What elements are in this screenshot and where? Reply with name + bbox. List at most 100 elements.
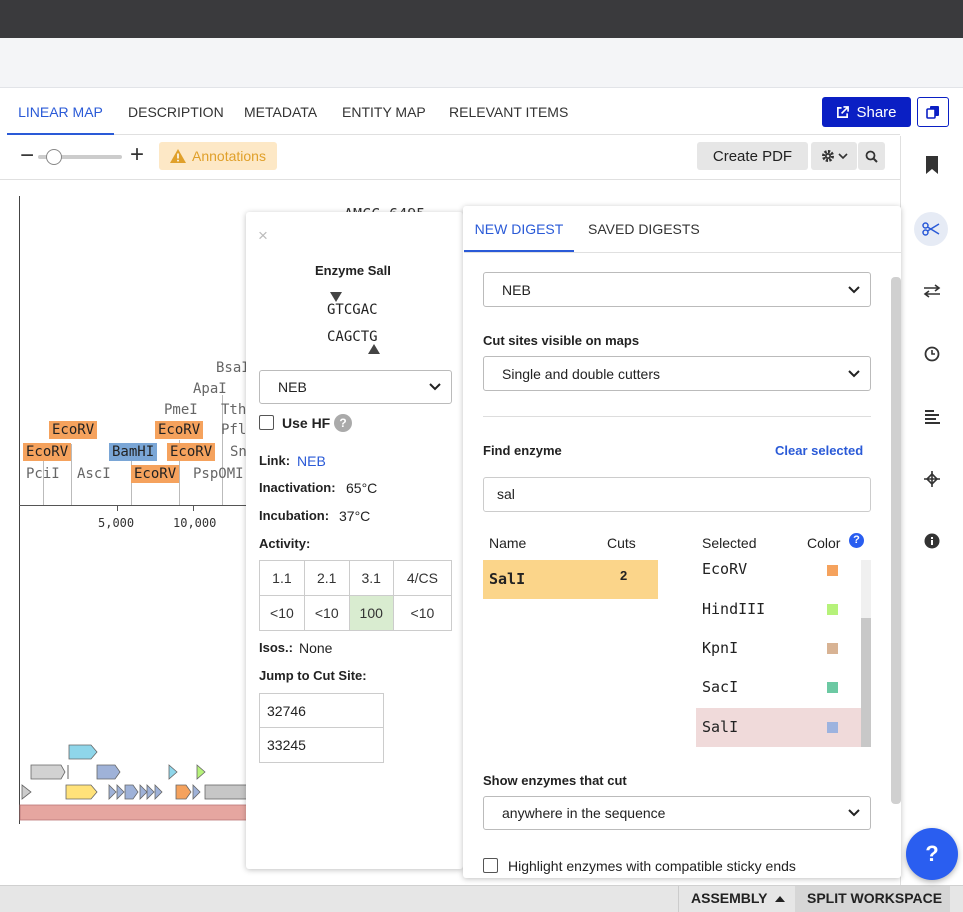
split-workspace-button[interactable]: SPLIT WORKSPACE (807, 890, 943, 906)
jump-to-cut-site-label: Jump to Cut Site: (259, 668, 367, 683)
color-header: Color (807, 535, 841, 551)
zoom-slider[interactable] (38, 155, 122, 159)
digest-tool-button[interactable] (914, 212, 948, 246)
digest-panel (463, 206, 901, 878)
help-circle-icon[interactable]: ? (334, 414, 352, 432)
enzyme-label[interactable]: PspOMI (193, 466, 244, 482)
share-button[interactable]: Share (822, 97, 911, 127)
help-button[interactable]: ? (906, 828, 958, 880)
activity-value: <10 (259, 595, 305, 631)
settings-dropdown-button[interactable] (811, 142, 857, 170)
cut-site-link[interactable]: 33245 (259, 728, 384, 763)
assembly-tab-bg (678, 886, 795, 912)
table-row[interactable]: SalI 2 (483, 560, 658, 599)
enzyme-label[interactable]: Sn (230, 444, 247, 460)
view-tabs: LINEAR MAP DESCRIPTION METADATA ENTITY M… (7, 89, 900, 135)
enzyme-label[interactable]: BamHI (109, 443, 158, 461)
list-item[interactable]: KpnI (696, 629, 861, 668)
selected-enzymes-list: EcoRV HindIII KpnI SacI SalI (696, 560, 871, 747)
search-icon (865, 150, 878, 163)
selected-header: Selected (702, 535, 757, 551)
tab-new-digest[interactable]: NEW DIGEST (464, 206, 574, 252)
create-pdf-button[interactable]: Create PDF (697, 142, 808, 170)
list-scrollbar-thumb[interactable] (861, 618, 871, 747)
activity-value: 100 (348, 595, 394, 631)
assembly-label: ASSEMBLY (691, 890, 768, 906)
results-cuts-header: Cuts (607, 535, 636, 551)
cut-site-link[interactable]: 32746 (259, 693, 384, 728)
enzyme-label[interactable]: BsaI (216, 360, 250, 376)
zoom-in-button[interactable]: + (130, 141, 145, 168)
show-enzymes-select[interactable]: anywhere in the sequence (483, 796, 871, 830)
feature-track[interactable] (19, 740, 247, 822)
list-scrollbar[interactable] (861, 560, 871, 747)
enzyme-color-swatch[interactable] (827, 722, 838, 733)
right-sidebar (900, 136, 963, 885)
enzyme-label[interactable]: EcoRV (49, 421, 98, 439)
digest-supplier-select[interactable]: NEB (483, 272, 871, 307)
feature-arrow (196, 764, 206, 780)
chevron-down-icon (848, 369, 860, 377)
activity-header: 3.1 (348, 560, 394, 596)
cut-sites-select[interactable]: Single and double cutters (483, 356, 871, 391)
enzyme-label[interactable]: EcoRV (155, 421, 204, 439)
help-circle-icon[interactable]: ? (849, 533, 864, 548)
map-left-axis (19, 196, 20, 824)
enzyme-label[interactable]: AscI (77, 466, 111, 482)
axis-tick-label: 5,000 (98, 516, 135, 530)
enzyme-color-swatch[interactable] (827, 682, 838, 693)
list-item[interactable]: HindIII (696, 590, 861, 629)
enzyme-label[interactable]: PmeI (164, 402, 198, 418)
search-button[interactable] (858, 142, 885, 170)
enzyme-color-swatch[interactable] (827, 604, 838, 615)
close-icon[interactable]: × (258, 226, 268, 245)
enzyme-color-swatch[interactable] (827, 565, 838, 576)
cut-marker-top-icon (330, 292, 342, 302)
chevron-down-icon (429, 383, 441, 391)
zoom-out-button[interactable]: − (20, 142, 35, 169)
annotations-button[interactable]: Annotations (159, 142, 277, 170)
digest-supplier-value: NEB (502, 281, 531, 298)
enzyme-label[interactable]: PciI (26, 466, 60, 482)
caret-up-icon (775, 896, 786, 902)
assembly-toggle[interactable]: ASSEMBLY (691, 885, 786, 912)
history-button[interactable] (918, 340, 946, 368)
copy-button[interactable] (917, 97, 949, 127)
tab-entity-map[interactable]: ENTITY MAP (342, 104, 426, 120)
tab-metadata[interactable]: METADATA (244, 104, 318, 120)
isos-value: None (299, 640, 333, 656)
use-hf-checkbox[interactable] (259, 415, 274, 430)
info-button[interactable] (918, 527, 946, 555)
panel-scrollbar[interactable] (891, 277, 901, 804)
bookmark-button[interactable] (918, 151, 946, 179)
enzyme-label[interactable]: EcoRV (131, 465, 180, 483)
highlight-compatible-checkbox[interactable] (483, 858, 498, 873)
highlight-compatible-label: Highlight enzymes with compatible sticky… (508, 858, 796, 874)
selected-enzyme-name: SacI (702, 678, 739, 696)
tab-relevant-items[interactable]: RELEVANT ITEMS (449, 104, 569, 120)
cut-site-line (43, 444, 44, 505)
zoom-slider-handle[interactable] (46, 149, 63, 165)
enzyme-color-swatch[interactable] (827, 643, 838, 654)
axis-tick-label: 10,000 (173, 516, 217, 530)
enzyme-label[interactable]: ApaI (193, 381, 227, 397)
activity-label: Activity: (259, 536, 311, 551)
enzyme-label[interactable]: EcoRV (167, 443, 216, 461)
swap-button[interactable] (918, 277, 946, 305)
alignment-button[interactable] (918, 403, 946, 431)
clear-selected-link[interactable]: Clear selected (775, 443, 864, 458)
feature-arrow (96, 764, 121, 780)
tab-linear-map[interactable]: LINEAR MAP (7, 89, 114, 135)
list-item[interactable]: SacI (696, 668, 861, 707)
enzyme-search-input[interactable]: sal (483, 477, 871, 512)
list-item[interactable]: EcoRV (696, 560, 861, 589)
primer-button[interactable] (918, 465, 946, 493)
tab-description[interactable]: DESCRIPTION (128, 104, 224, 120)
enzyme-supplier-select[interactable]: NEB (259, 370, 452, 404)
list-item[interactable]: SalI (696, 708, 861, 747)
tab-saved-digests[interactable]: SAVED DIGESTS (588, 221, 700, 237)
swap-arrows-icon (923, 284, 941, 298)
selected-enzyme-name: KpnI (702, 639, 739, 657)
neb-link[interactable]: NEB (297, 453, 326, 469)
enzyme-label[interactable]: EcoRV (23, 443, 72, 461)
